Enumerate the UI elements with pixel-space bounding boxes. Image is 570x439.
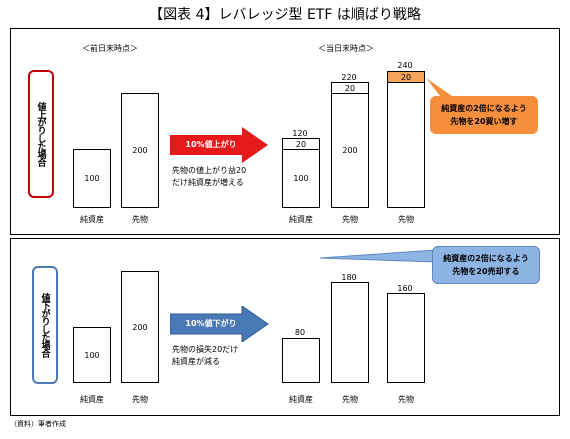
after-net-total-up: 120 [292,129,308,138]
after-futures-total-down: 180 [341,273,357,282]
after-net-base-block-up: 100 [282,149,320,208]
note-down-line-2: 純資産が減る [172,357,220,366]
after-futures-base-block-up: 200 [331,93,369,208]
callout-buy-line-1: 純資産の2倍になるよう [441,104,527,113]
category-net-assets-before-up: 純資産 [80,215,104,224]
figure-title: 【図表 4】レバレッジ型 ETF は順ばり戦略 [149,7,421,23]
after-futures-total-up: 220 [341,73,357,82]
price-up-arrow [170,127,268,163]
note-down: 先物の損失20だけ 純資産が減る [172,344,238,368]
panel-price-up [10,28,560,235]
header-before: ＜前日末時点＞ [82,44,138,53]
callout-buy-more: 純資産の2倍になるよう 先物を20買い増す [430,96,538,134]
category-futures-after-up: 先物 [342,215,358,224]
category-futures-rebalanced-down: 先物 [398,395,414,404]
price-down-arrow-label: 10%値下がり [185,319,237,328]
scenario-label-up: 値上がりした場合 [28,70,54,198]
callout-sell: 純資産の2倍になるよう 先物を20売却する [432,246,540,284]
note-down-line-1: 先物の損失20だけ [172,345,239,354]
source-note: （資料）筆者作成 [10,420,66,428]
before-futures-box-down: 200 [121,271,159,383]
scenario-label-down: 値下がりした場合 [32,266,58,384]
price-down-arrow [170,306,269,342]
category-futures-before-down: 先物 [132,395,148,404]
before-futures-box-up: 200 [121,93,159,208]
callout-sell-line-2: 先物を20売却する [452,267,520,276]
category-futures-before-up: 先物 [132,215,148,224]
category-net-assets-after-up: 純資産 [289,215,313,224]
panel-price-down [10,238,560,416]
category-futures-after-down: 先物 [342,395,358,404]
callout-buy-line-2: 先物を20買い増す [450,117,518,126]
rebalanced-futures-total-down: 160 [397,284,413,293]
note-up: 先物の値上がり益20 だけ純資産が増える [172,165,246,189]
after-net-assets-box-down [282,338,320,383]
note-up-line-1: 先物の値上がり益20 [172,166,247,175]
rebalanced-futures-base-block-up [387,82,425,208]
before-net-assets-box-down: 100 [73,327,111,383]
category-net-assets-before-down: 純資産 [80,395,104,404]
before-net-assets-box-up: 100 [73,149,111,208]
header-after: ＜当日末時点＞ [318,44,374,53]
callout-sell-line-1: 純資産の2倍になるよう [443,254,529,263]
rebalanced-futures-total-up: 240 [397,61,413,70]
category-net-assets-after-down: 純資産 [289,395,313,404]
after-net-total-down: 80 [294,328,306,337]
price-up-arrow-label: 10%値上がり [185,140,237,149]
category-futures-rebalanced-up: 先物 [398,215,414,224]
after-futures-box-down [331,282,369,383]
note-up-line-2: だけ純資産が増える [172,178,244,187]
rebalanced-futures-box-down [387,293,425,383]
